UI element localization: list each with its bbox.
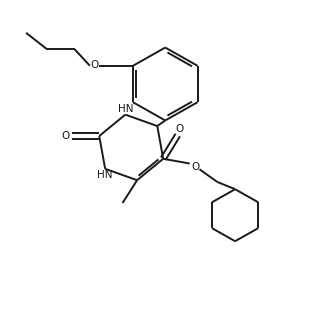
Text: HN: HN [97, 170, 112, 179]
Text: O: O [62, 131, 70, 141]
Text: O: O [191, 162, 199, 172]
Text: O: O [175, 124, 183, 134]
Text: HN: HN [118, 104, 133, 114]
Text: O: O [90, 60, 98, 70]
